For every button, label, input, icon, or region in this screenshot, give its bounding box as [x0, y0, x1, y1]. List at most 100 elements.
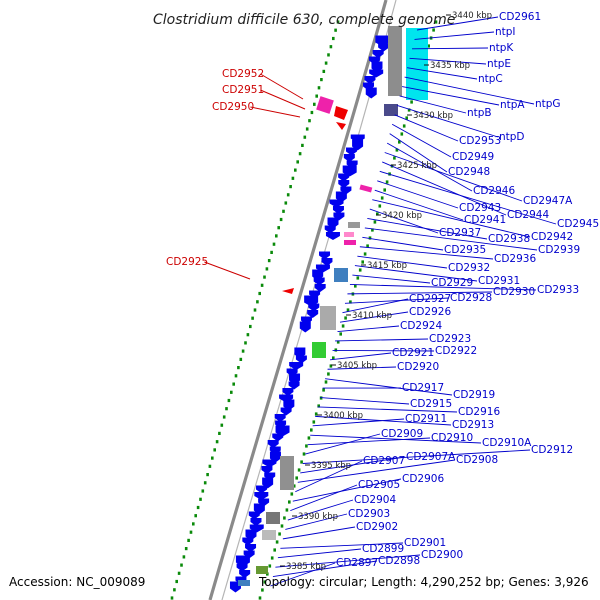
track-dot	[286, 193, 290, 197]
track-dot	[339, 332, 342, 336]
reverse-gene-label: CD2952	[222, 68, 264, 80]
forward-gene-glyph	[280, 407, 292, 416]
forward-gene-label: CD2907	[363, 455, 405, 467]
forward-leader-line	[357, 255, 448, 269]
track-dot	[203, 481, 207, 485]
forward-gene-label: ntpG	[535, 98, 561, 110]
track-dot	[189, 530, 193, 534]
forward-gene-glyph	[274, 414, 286, 422]
dark-block	[384, 104, 398, 116]
track-dot	[173, 588, 176, 592]
forward-leader-line	[374, 189, 464, 221]
forward-gene-label: CD2910	[431, 432, 473, 444]
track-dot	[208, 464, 212, 468]
scale-label: 3425 kbp	[397, 161, 437, 171]
track-dot	[220, 423, 224, 427]
forward-gene-label: ntpI	[495, 26, 516, 38]
track-dot	[206, 473, 209, 477]
grey-block	[388, 26, 402, 96]
forward-gene-label: CD2929	[431, 277, 473, 289]
forward-gene-label: CD2953	[459, 135, 501, 147]
forward-leader-line	[275, 554, 421, 568]
forward-gene-glyph	[325, 232, 340, 240]
reverse-gene-CD2951	[334, 106, 348, 120]
forward-leader-line	[367, 218, 488, 240]
track-dot	[329, 364, 333, 368]
forward-leader-line	[272, 560, 378, 578]
forward-gene-label: CD2923	[429, 333, 471, 345]
track-dot	[322, 69, 326, 73]
forward-gene-label: CD2919	[453, 389, 495, 401]
forward-gene-label: ntpE	[487, 58, 511, 70]
forward-gene-glyph	[267, 440, 279, 448]
track-dot	[261, 588, 264, 592]
track-dot	[317, 86, 321, 90]
reverse-gene-label: CD2950	[212, 101, 254, 113]
track-dot	[275, 234, 278, 238]
track-dot	[278, 532, 281, 536]
reverse-gene-label: CD2951	[222, 84, 264, 96]
forward-leader-line	[389, 133, 448, 173]
track-dot	[427, 44, 430, 48]
forward-leader-line	[305, 433, 381, 455]
forward-leader-line	[330, 352, 392, 361]
forward-gene-label: CD2905	[358, 479, 400, 491]
forward-gene-glyph	[236, 563, 248, 572]
forward-gene-glyph	[324, 225, 336, 234]
genome-stats-text: Topology: circular; Length: 4,290,252 bp…	[258, 575, 589, 589]
scale-label: 3410 kbp	[352, 311, 392, 321]
forward-gene-glyph	[313, 277, 325, 286]
scale-label: 3435 kbp	[430, 61, 470, 71]
track-dot	[184, 547, 188, 551]
track-dot	[410, 100, 413, 104]
forward-gene-label: CD2917	[402, 382, 444, 394]
track-dot	[307, 436, 311, 440]
forward-gene-glyph	[338, 173, 350, 182]
track-dot	[258, 291, 261, 296]
track-dot	[253, 308, 257, 312]
forward-leader-line	[344, 297, 450, 304]
track-dot	[196, 505, 200, 510]
track-dot	[400, 132, 404, 136]
pink-block	[344, 232, 354, 237]
track-dot	[244, 341, 247, 345]
track-dot	[263, 275, 266, 279]
steel-blue-block	[334, 268, 348, 282]
track-dot	[297, 468, 301, 472]
track-dot	[383, 188, 386, 192]
track-dot	[273, 548, 276, 552]
track-dot	[432, 28, 435, 32]
forward-gene-label: CD2900	[421, 549, 463, 561]
forward-leader-line	[386, 142, 473, 192]
forward-gene-label: CD2947A	[523, 195, 573, 207]
forward-gene-label: CD2911	[405, 413, 447, 425]
track-dot	[344, 316, 347, 320]
track-dot	[341, 324, 345, 328]
green-block	[312, 342, 326, 358]
track-dot	[192, 522, 195, 526]
scale-label: 3390 kbp	[298, 512, 338, 522]
track-dot	[283, 516, 286, 520]
steel-blue-block	[238, 580, 250, 586]
forward-gene-label: CD2939	[538, 244, 580, 256]
forward-gene-label: CD2945	[557, 218, 599, 230]
forward-gene-label: CD2944	[507, 209, 549, 221]
forward-gene-label: CD2933	[537, 284, 579, 296]
track-dot	[378, 204, 382, 208]
forward-gene-glyph	[364, 76, 376, 84]
forward-gene-glyph	[282, 388, 294, 396]
forward-leader-line	[339, 311, 409, 323]
forward-leader-line	[349, 283, 537, 291]
track-dot	[303, 135, 307, 139]
forward-gene-glyph	[288, 381, 300, 390]
track-dot	[312, 420, 316, 424]
track-dot	[356, 276, 360, 280]
track-dot	[373, 220, 377, 224]
forward-gene-label: CD2937	[439, 227, 481, 239]
track-dot	[334, 28, 337, 32]
grey-block	[266, 512, 280, 524]
track-dot	[317, 404, 320, 408]
magenta-block	[359, 184, 373, 193]
forward-leader-line	[382, 161, 507, 216]
track-dot	[246, 333, 250, 337]
